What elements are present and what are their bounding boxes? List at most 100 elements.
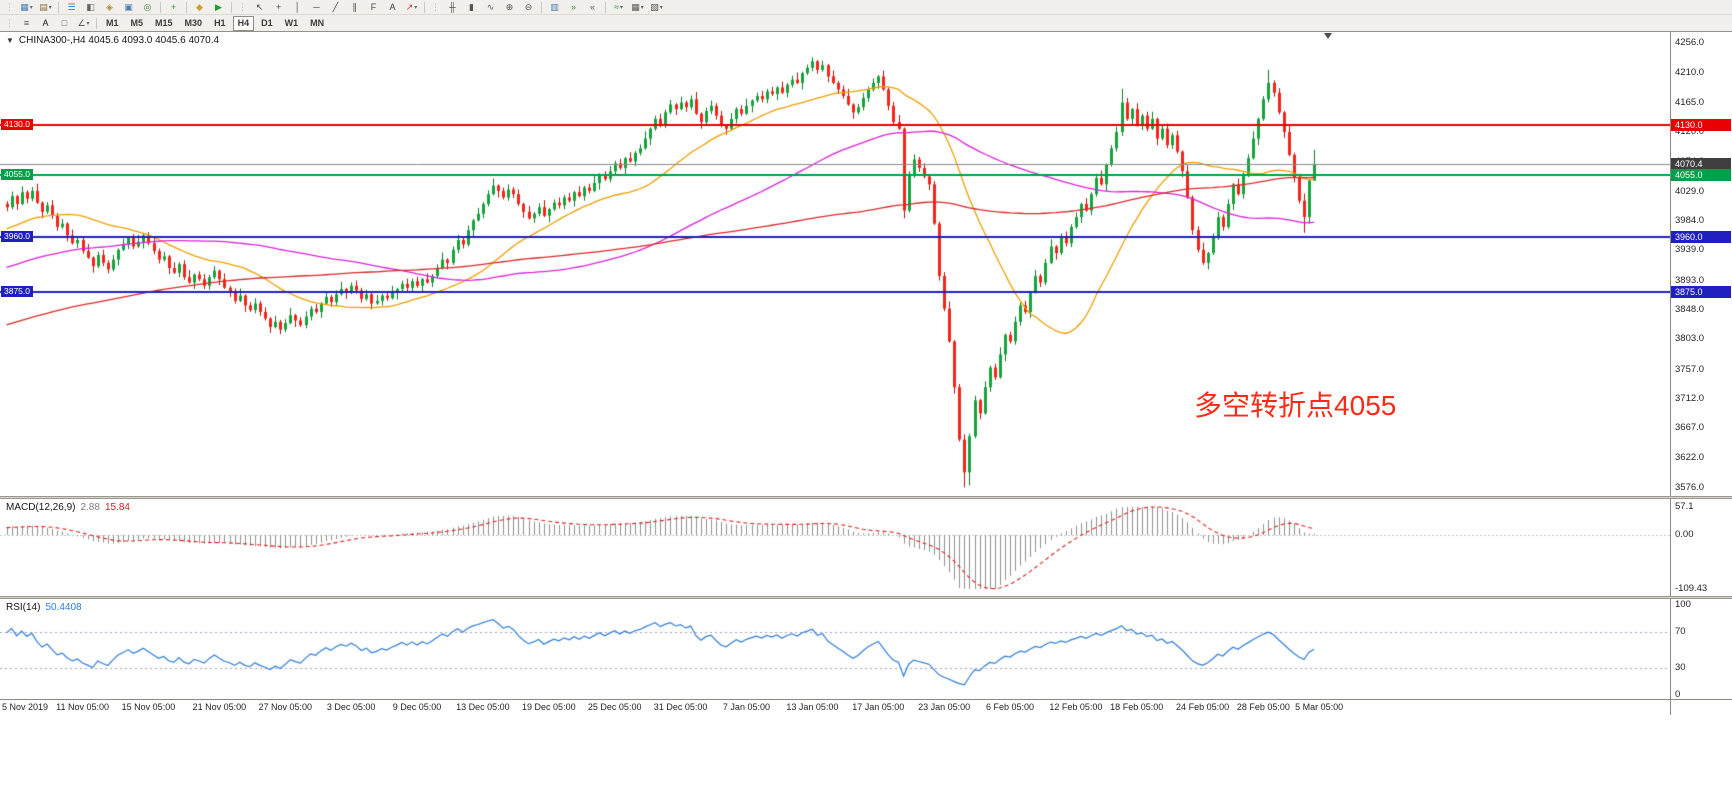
chart-shift-button[interactable]: « (584, 0, 601, 15)
timeframe-m5-button[interactable]: M5 (130, 18, 144, 28)
price-axis-label: 3712.0 (1675, 393, 1705, 404)
line-chart-mode-button[interactable]: ∿ (482, 0, 499, 15)
timeframe-d1-button[interactable]: D1 (261, 18, 273, 28)
arrow-objects-button[interactable]: ↗ ▾ (403, 0, 420, 15)
candlestick-mode-button[interactable]: ▮ (463, 0, 480, 15)
cursor-button[interactable]: ↖ (251, 0, 268, 15)
price-axis[interactable]: 4256.04210.04165.04120.04074.04029.03984… (1670, 32, 1732, 496)
crosshair-button[interactable]: + (270, 0, 287, 15)
price-badge-4130.0: 4130.0 (1671, 119, 1731, 132)
fibonacci-retracement-button[interactable]: F (365, 0, 382, 15)
angle-tool-button[interactable]: ∠ ▾ (75, 16, 92, 31)
tile-windows-button[interactable]: ▥ (546, 0, 563, 15)
dropdown-caret-icon: ▾ (48, 4, 52, 11)
navigator-button[interactable]: ◈ (101, 0, 118, 15)
toolbar-separator (541, 1, 542, 13)
market-watch-button[interactable]: ☰ (63, 0, 80, 15)
strategy-tester-button[interactable]: ◎ (139, 0, 156, 15)
templates-list-icon: ▧ (650, 1, 659, 12)
indicators-list-button[interactable]: ≈ ▾ (610, 0, 627, 15)
text-label-button[interactable]: A (384, 0, 401, 15)
vertical-line-icon: │ (294, 2, 301, 12)
terminal-button[interactable]: ▣ (120, 0, 137, 15)
rsi-axis-label: 100 (1675, 599, 1691, 610)
time-axis-label: 13 Dec 05:00 (456, 702, 510, 712)
macd-axis-label: -109.43 (1675, 583, 1708, 594)
timeframe-m30-button[interactable]: M30 (184, 18, 203, 28)
panel-separator[interactable] (0, 596, 1732, 599)
price-axis-label: 3803.0 (1675, 333, 1705, 345)
price-axis-label: 3667.0 (1675, 422, 1705, 434)
indicators-list-icon: ≈ (614, 2, 619, 12)
metaeditor-button[interactable]: ◆ (191, 0, 208, 15)
auto-scroll-button[interactable]: » (565, 0, 582, 15)
time-axis-label: 25 Dec 05:00 (587, 702, 642, 712)
templates-list-button[interactable]: ▧ ▾ (648, 0, 665, 15)
timeframe-w1-button[interactable]: W1 (284, 18, 299, 28)
price-chart-canvas[interactable] (0, 32, 1670, 496)
dropdown-caret-icon: ▾ (640, 4, 644, 11)
price-axis-label: 4165.0 (1675, 96, 1705, 108)
price-axis-label: 3576.0 (1675, 482, 1705, 493)
toolbar-grip: ⋮ (238, 1, 247, 12)
rsi-canvas[interactable] (0, 599, 1670, 699)
zoom-out-icon: ⊖ (524, 1, 533, 12)
rsi-axis-label: 70 (1675, 626, 1686, 637)
timeframe-m15-button[interactable]: M15 (155, 18, 173, 28)
line-price-label-4055.0: 4055.0 (1, 168, 33, 180)
price-axis-label: 3984.0 (1675, 215, 1705, 226)
price-badge-3960.0: 3960.0 (1671, 230, 1731, 243)
time-axis-corner (1670, 700, 1732, 715)
zoom-in-button[interactable]: ⊕ (501, 0, 518, 15)
toolbar-separator (96, 17, 97, 29)
dropdown-caret-icon: ▾ (86, 20, 90, 27)
toolbar-grip: ⋮ (5, 17, 14, 28)
vertical-line-button[interactable]: │ (289, 0, 306, 15)
metaeditor-icon: ◆ (196, 1, 203, 12)
toolbar-separator (160, 1, 161, 13)
timeframe-mn-button[interactable]: MN (310, 18, 325, 28)
time-axis-label: 7 Jan 05:00 (722, 702, 770, 712)
trendline-button[interactable]: ╱ (327, 0, 344, 15)
macd-axis-label: 0.00 (1675, 529, 1694, 541)
crosshair-icon: + (275, 2, 282, 12)
horizontal-line-icon: ─ (313, 2, 320, 12)
macd-axis[interactable]: 57.1 0.00 -109.43 (1670, 499, 1732, 596)
annotations-button[interactable]: ≡ (18, 16, 35, 31)
new-chart-button[interactable]: ▦ ▾ (18, 0, 35, 15)
dropdown-caret-icon: ▾ (29, 4, 33, 11)
toolbar-separator (58, 1, 59, 13)
time-axis-label: 17 Jan 05:00 (852, 702, 905, 712)
line-price-label-3875.0: 3875.0 (1, 286, 33, 298)
rsi-name: RSI(14) (6, 602, 41, 613)
timeframe-h1-button[interactable]: H1 (214, 18, 226, 28)
timeframe-h4-button[interactable]: H4 (232, 15, 255, 31)
text-tool-button[interactable]: A (37, 16, 54, 31)
data-window-button[interactable]: ◧ (82, 0, 99, 15)
time-axis[interactable]: 5 Nov 2019 11 Nov 05:00 15 Nov 05:00 21 Nov… (0, 699, 1732, 715)
macd-canvas[interactable] (0, 499, 1670, 596)
periods-list-button[interactable]: ▦ ▾ (629, 0, 646, 15)
timeframe-m1-button[interactable]: M1 (106, 18, 119, 28)
rsi-value: 50.4408 (45, 602, 82, 613)
cursor-icon: ↖ (255, 1, 264, 12)
terminal-icon: ▣ (124, 1, 133, 12)
new-order-button[interactable]: + (165, 0, 182, 15)
profiles-button[interactable]: ▤ ▾ (37, 0, 54, 15)
zoom-in-icon: ⊕ (505, 1, 514, 12)
autotrading-button[interactable]: ▶ (210, 0, 227, 15)
bottom-empty-area (0, 715, 1732, 798)
price-axis-label: 3939.0 (1675, 244, 1705, 256)
one-click-trading-icon[interactable]: ▼ (6, 36, 14, 45)
equidistant-channel-button[interactable]: ∥ (346, 0, 363, 15)
rsi-axis[interactable]: 100 70 30 0 (1670, 599, 1732, 699)
zoom-out-button[interactable]: ⊖ (520, 0, 537, 15)
chart-shift-marker-icon[interactable] (1324, 33, 1333, 39)
text-label-icon: A (389, 2, 396, 12)
panel-separator[interactable] (0, 496, 1732, 499)
horizontal-line-button[interactable]: ─ (308, 0, 325, 15)
autotrading-icon: ▶ (215, 1, 222, 12)
frame-tool-button[interactable]: □ (56, 16, 73, 31)
bar-chart-mode-button[interactable]: ╫ (444, 0, 461, 15)
